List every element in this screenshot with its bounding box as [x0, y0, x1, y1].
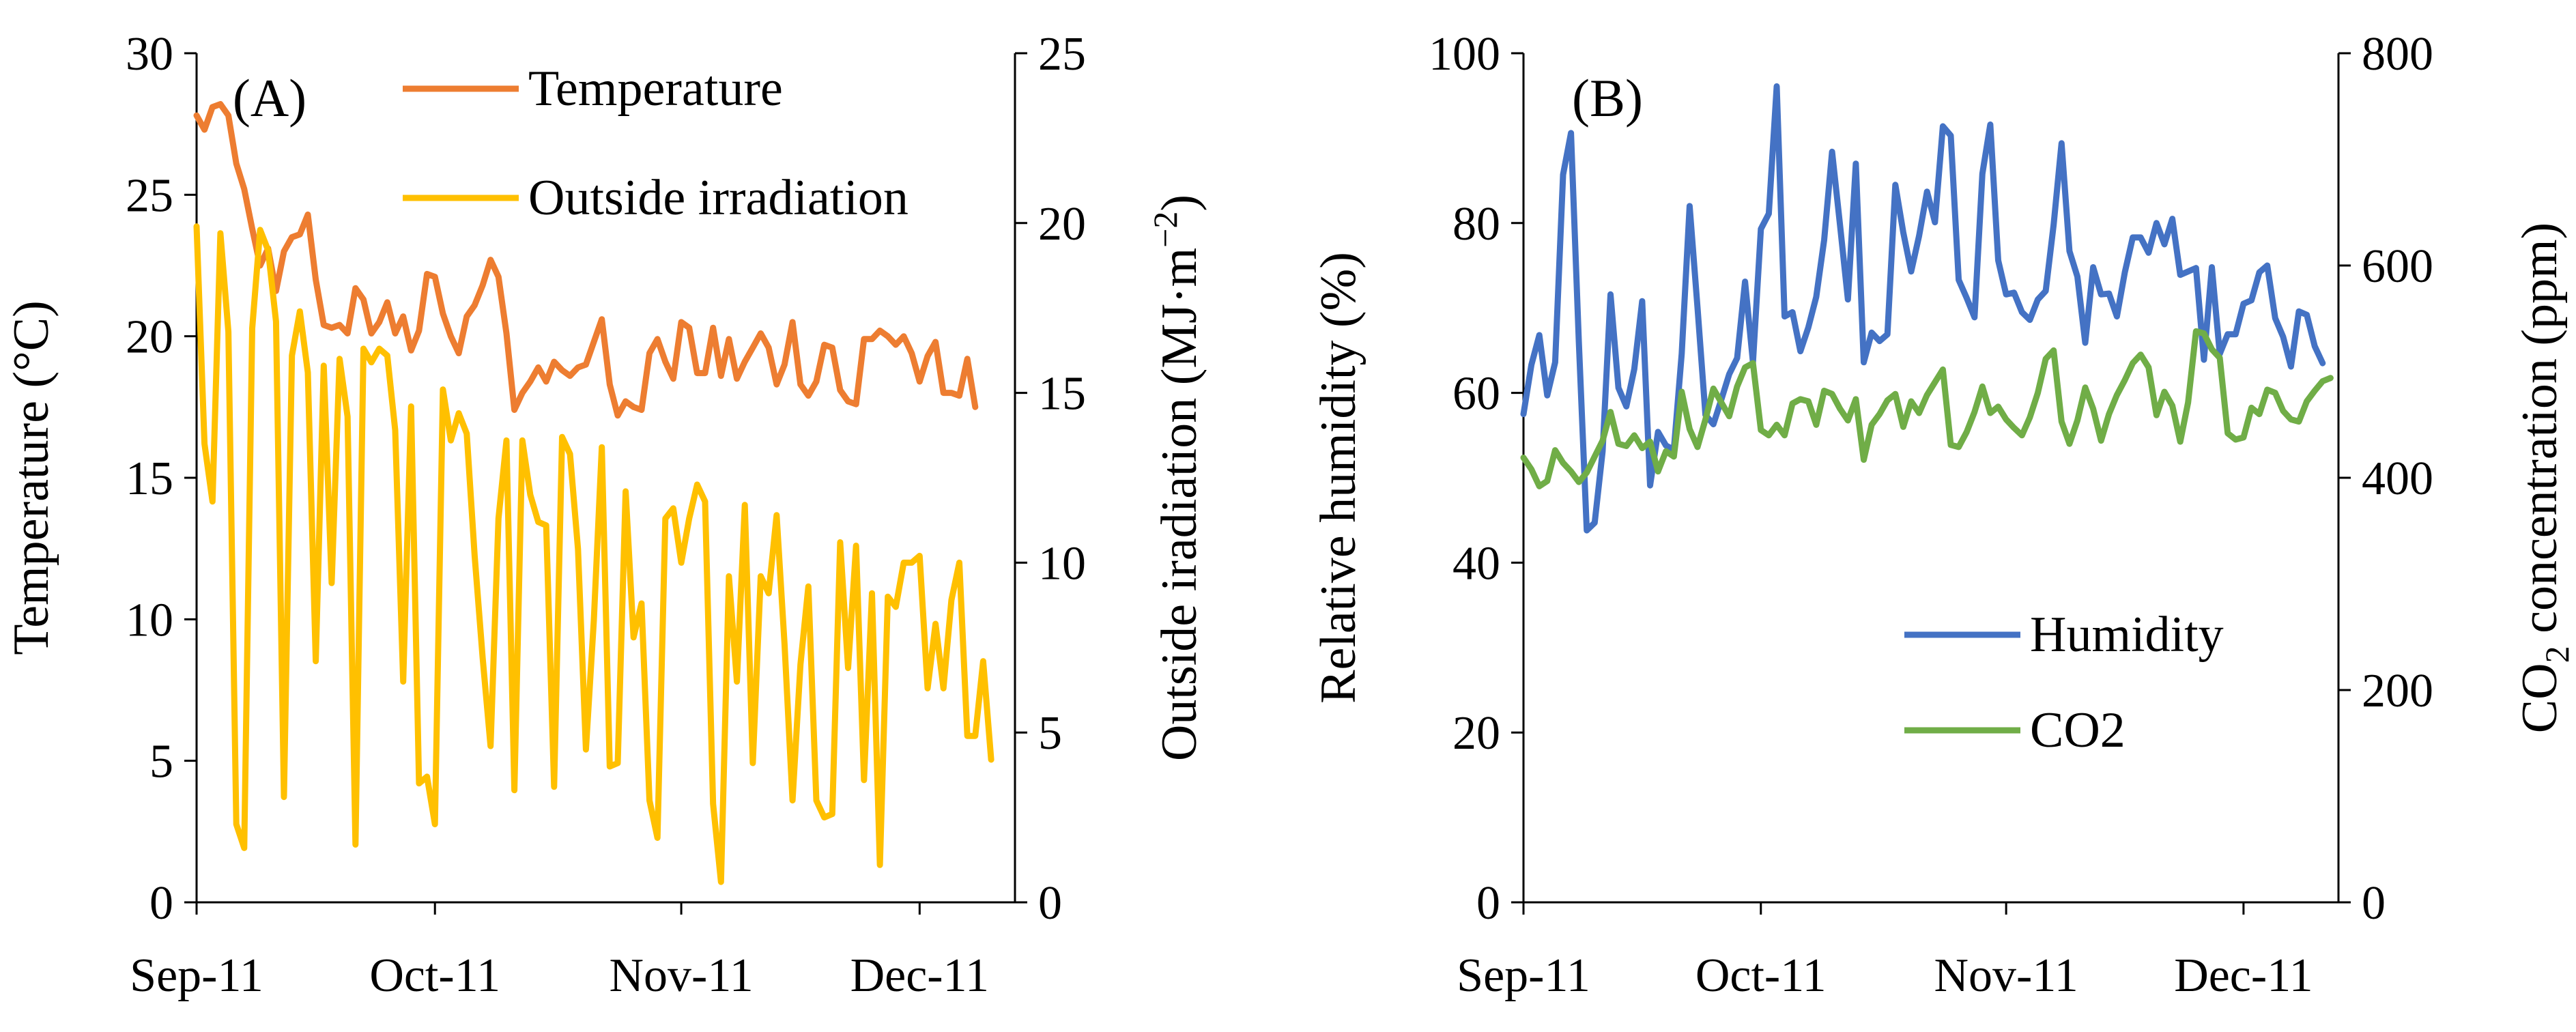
series-line-outside-irradiation — [193, 223, 994, 885]
right-y-tick-label: 0 — [2362, 877, 2386, 930]
right-axis-title-close: concentration (ppm) — [2512, 223, 2568, 646]
left-y-tick-label: 100 — [1429, 28, 1500, 81]
x-tick-label: Dec-11 — [2174, 949, 2313, 1002]
left-y-tick-label: 60 — [1452, 368, 1500, 420]
right-axis-title-superscript: −2 — [1146, 212, 1184, 248]
x-tick-label: Sep-11 — [130, 949, 263, 1002]
legend-label: Temperature — [528, 61, 783, 117]
left-y-tick-label: 25 — [126, 169, 173, 222]
left-y-tick-label: 40 — [1452, 537, 1500, 590]
right-y-tick-label: 800 — [2362, 28, 2433, 81]
right-y-tick-label: 400 — [2362, 453, 2433, 505]
right-y-tick-label: 25 — [1038, 28, 1086, 81]
legend-label: Humidity — [2030, 607, 2224, 663]
right-y-tick-label: 15 — [1038, 368, 1086, 420]
series-line-temperature — [193, 101, 979, 419]
left-y-tick-label: 0 — [149, 877, 173, 930]
left-y-tick-label: 10 — [126, 594, 173, 646]
left-axis-title: Temperature (°C) — [3, 300, 59, 655]
panel-label: (A) — [233, 68, 306, 128]
left-y-tick-label: 30 — [126, 28, 173, 81]
right-axis-title-text: Outside iradiation (MJ·m — [1151, 248, 1207, 761]
right-axis-title: Outside iradiation (MJ·m−2) — [1146, 195, 1207, 761]
x-tick-label: Sep-11 — [1457, 949, 1590, 1002]
panel-label: (B) — [1572, 68, 1643, 128]
left-y-tick-label: 20 — [126, 311, 173, 364]
x-tick-label: Oct-11 — [1695, 949, 1827, 1002]
x-tick-label: Oct-11 — [369, 949, 500, 1002]
left-axis-title: Relative humidity (%) — [1311, 252, 1366, 704]
legend-label: Outside irradiation — [528, 170, 908, 226]
left-y-tick-label: 20 — [1452, 707, 1500, 760]
series-line-co2 — [1520, 328, 2334, 489]
right-axis-title-subscript: 2 — [2538, 646, 2576, 663]
left-y-tick-label: 5 — [149, 736, 173, 788]
right-axis-title-text: CO — [2512, 663, 2568, 733]
x-tick-label: Nov-11 — [609, 949, 753, 1002]
left-y-tick-label: 15 — [126, 453, 173, 505]
legend-label: CO2 — [2030, 702, 2126, 758]
series-line-humidity — [1520, 83, 2326, 534]
right-y-tick-label: 600 — [2362, 240, 2433, 293]
right-y-tick-label: 0 — [1038, 877, 1062, 930]
left-y-tick-label: 80 — [1452, 198, 1500, 250]
right-axis-title-close: ) — [1151, 195, 1207, 212]
chart-humidity-co2: 0 20 40 60 80 100 0 200 400 600 800 Sep-11 Oct-11 Nov… — [1311, 28, 2576, 1002]
right-y-tick-label: 10 — [1038, 537, 1086, 590]
x-tick-label: Nov-11 — [1934, 949, 2078, 1002]
right-y-tick-label: 20 — [1038, 198, 1086, 250]
chart-temperature-irradiation: 0 5 10 15 20 25 30 0 5 10 15 20 25 Sep-11 Oct-11 Nov-11… — [3, 28, 1207, 1002]
left-y-tick-label: 0 — [1476, 877, 1500, 930]
right-axis-title: CO2 concentration (ppm) — [2512, 223, 2576, 733]
right-y-tick-label: 200 — [2362, 665, 2433, 717]
right-y-tick-label: 5 — [1038, 707, 1062, 760]
x-tick-label: Dec-11 — [850, 949, 989, 1002]
